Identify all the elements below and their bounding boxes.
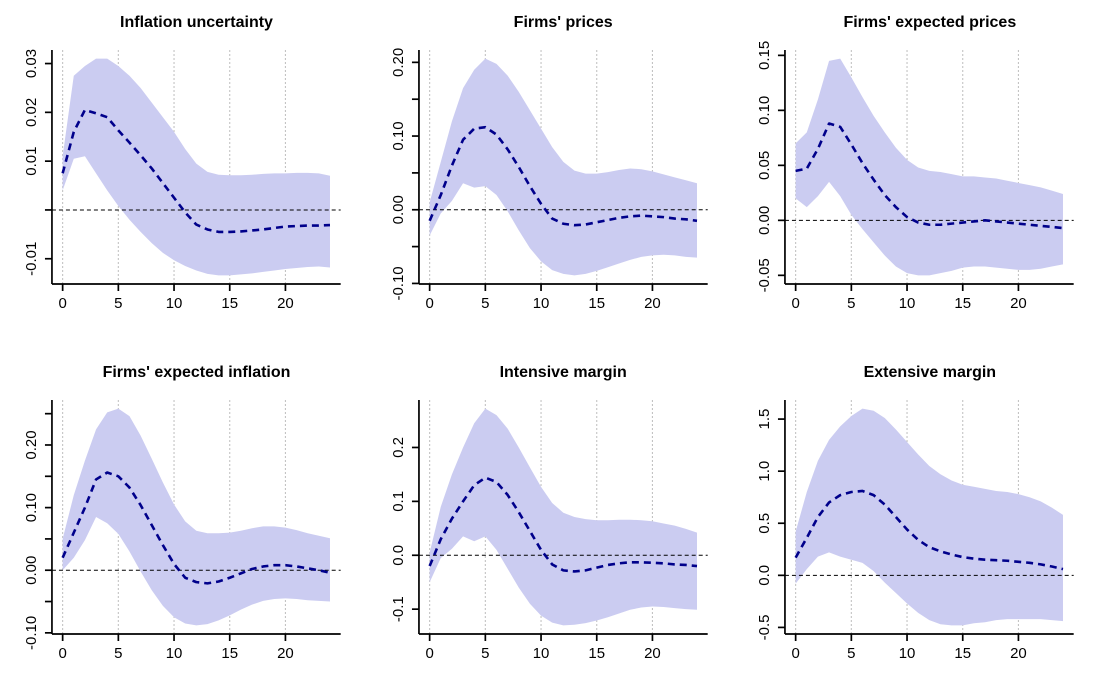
- svg-text:15: 15: [588, 295, 605, 312]
- response-line: [428, 125, 697, 227]
- chart-panel-firms-expected-inflation: Firms' expected inflation -0.10 0.00 0.10 0…: [0, 350, 367, 700]
- intensive-margin-chart: -0.1 0.0 0.1 0.2 0 5 10 15 20: [390, 400, 708, 662]
- svg-text:-0.05: -0.05: [756, 258, 773, 292]
- svg-text:-0.5: -0.5: [756, 614, 773, 640]
- y-tick-labels: -0.05 0.00 0.05 0.10 0.15: [756, 41, 786, 292]
- y-tick-labels: -0.5 0.0 0.5 1.0 1.5: [756, 409, 786, 640]
- svg-text:10: 10: [899, 645, 916, 662]
- y-tick-labels: -0.10 0.00 0.10 0.20: [390, 48, 419, 301]
- svg-text:0.0: 0.0: [756, 565, 773, 586]
- svg-text:-0.1: -0.1: [390, 596, 407, 622]
- svg-text:0.2: 0.2: [390, 437, 407, 458]
- svg-text:-0.10: -0.10: [390, 266, 407, 300]
- x-tick-labels: 0 5 10 15 20: [792, 284, 1027, 312]
- confidence-band: [62, 58, 330, 276]
- svg-text:0.10: 0.10: [390, 121, 407, 150]
- chart-title-extensive-margin: Extensive margin: [863, 364, 997, 381]
- svg-text:15: 15: [221, 645, 238, 662]
- svg-text:10: 10: [166, 295, 183, 312]
- svg-text:0.10: 0.10: [23, 493, 40, 522]
- confidence-band: [429, 58, 697, 276]
- chart-title-intensive-margin: Intensive margin: [499, 364, 627, 381]
- confidence-band: [795, 408, 1064, 626]
- svg-text:20: 20: [1010, 295, 1027, 312]
- svg-text:0.00: 0.00: [390, 195, 407, 224]
- svg-text:20: 20: [277, 295, 294, 312]
- svg-text:0.00: 0.00: [756, 206, 773, 235]
- extensive-margin-chart: -0.5 0.0 0.5 1.0 1.5 0 5 10 15 20: [756, 400, 1075, 662]
- response-line: [794, 489, 1064, 571]
- svg-text:5: 5: [114, 645, 122, 662]
- svg-text:0.01: 0.01: [23, 147, 40, 176]
- svg-text:15: 15: [588, 645, 605, 662]
- svg-text:0.20: 0.20: [23, 430, 40, 459]
- svg-text:10: 10: [899, 295, 916, 312]
- x-tick-labels: 0 5 10 15 20: [58, 284, 294, 312]
- y-tick-labels: -0.10 0.00 0.10 0.20: [23, 412, 52, 650]
- chart-panel-intensive-margin: Intensive margin -0.1 0.0 0.1 0.2 0 5 10 15 20: [367, 350, 734, 700]
- svg-text:20: 20: [644, 295, 661, 312]
- svg-text:0: 0: [58, 645, 66, 662]
- svg-text:0.5: 0.5: [756, 513, 773, 534]
- svg-text:5: 5: [847, 295, 855, 312]
- svg-text:0.03: 0.03: [23, 49, 40, 78]
- svg-text:0.00: 0.00: [23, 556, 40, 585]
- confidence-band: [795, 58, 1064, 276]
- svg-text:10: 10: [166, 645, 183, 662]
- chart-title-firms-expected-inflation: Firms' expected inflation: [102, 364, 291, 381]
- svg-text:0.20: 0.20: [390, 48, 407, 77]
- svg-text:-0.01: -0.01: [23, 242, 40, 276]
- svg-text:-0.10: -0.10: [23, 616, 40, 650]
- response-line: [61, 108, 331, 234]
- svg-text:10: 10: [532, 645, 549, 662]
- svg-text:0.1: 0.1: [390, 491, 407, 512]
- svg-text:0.05: 0.05: [756, 151, 773, 180]
- svg-text:0.0: 0.0: [390, 545, 407, 566]
- y-tick-labels: -0.01 0.01 0.02 0.03: [23, 49, 52, 276]
- svg-text:5: 5: [847, 645, 855, 662]
- svg-text:0.15: 0.15: [756, 41, 773, 70]
- svg-text:0.02: 0.02: [23, 98, 40, 127]
- firms-prices-chart: -0.10 0.00 0.10 0.20 0 5 10 15 20: [390, 48, 708, 312]
- chart-panel-firms-expected-prices: Firms' expected prices -0.05 0.00 0.05 0.10…: [733, 0, 1100, 350]
- firms-expected-inflation-chart: -0.10 0.00 0.10 0.20 0 5 10 15 20: [23, 400, 341, 662]
- svg-text:5: 5: [481, 645, 489, 662]
- firms-expected-prices-chart: -0.05 0.00 0.05 0.10 0.15 0 5 10 15 20: [756, 41, 1075, 312]
- chart-title-firms-expected-prices: Firms' expected prices: [843, 14, 1017, 31]
- svg-text:0: 0: [425, 645, 433, 662]
- svg-text:0: 0: [792, 295, 800, 312]
- x-tick-labels: 0 5 10 15 20: [425, 284, 660, 312]
- chart-title-inflation-uncertainty: Inflation uncertainty: [120, 14, 273, 31]
- response-line: [795, 122, 1064, 230]
- svg-text:0: 0: [425, 295, 433, 312]
- response-line: [428, 476, 697, 573]
- confidence-band: [429, 408, 697, 626]
- svg-text:15: 15: [955, 295, 972, 312]
- svg-text:15: 15: [221, 295, 238, 312]
- svg-text:1.5: 1.5: [756, 409, 773, 430]
- svg-text:15: 15: [955, 645, 972, 662]
- svg-text:1.0: 1.0: [756, 461, 773, 482]
- chart-title-firms-prices: Firms' prices: [513, 14, 613, 31]
- svg-text:5: 5: [114, 295, 122, 312]
- chart-panel-inflation-uncertainty: Inflation uncertainty -0.01 0.01 0.02 0.03 0…: [0, 0, 367, 350]
- x-tick-labels: 0 5 10 15 20: [58, 634, 294, 662]
- x-tick-labels: 0 5 10 15 20: [425, 634, 660, 662]
- confidence-band: [62, 408, 330, 626]
- inflation-uncertainty-chart: -0.01 0.01 0.02 0.03 0 5 10 15 20: [23, 49, 341, 312]
- x-tick-labels: 0 5 10 15 20: [792, 634, 1027, 662]
- svg-text:20: 20: [277, 645, 294, 662]
- svg-text:0: 0: [58, 295, 66, 312]
- chart-panel-firms-prices: Firms' prices -0.10 0.00 0.10 0.20 0 5 10 15 20: [367, 0, 734, 350]
- chart-panel-extensive-margin: Extensive margin -0.5 0.0 0.5 1.0 1.5 0 5 10 15 2…: [733, 350, 1100, 700]
- svg-text:5: 5: [481, 295, 489, 312]
- svg-text:20: 20: [1010, 645, 1027, 662]
- svg-text:0: 0: [792, 645, 800, 662]
- svg-text:0.10: 0.10: [756, 96, 773, 125]
- svg-text:20: 20: [644, 645, 661, 662]
- response-line: [61, 471, 331, 585]
- y-tick-labels: -0.1 0.0 0.1 0.2: [390, 437, 419, 622]
- svg-text:10: 10: [532, 295, 549, 312]
